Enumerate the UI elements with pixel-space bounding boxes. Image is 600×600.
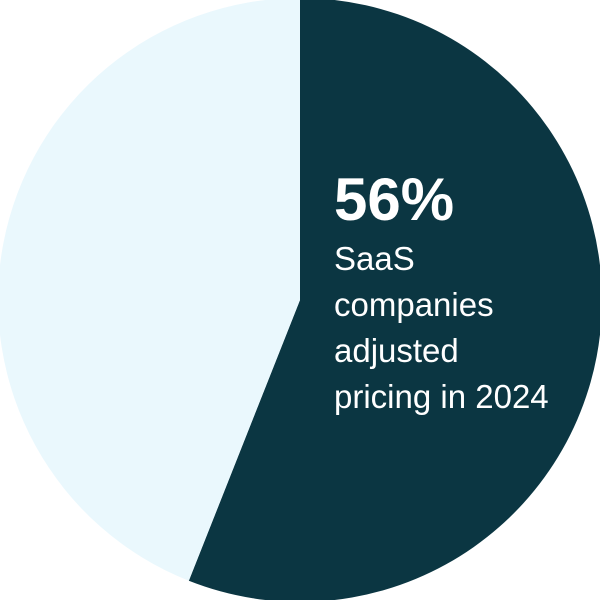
- pie-slice: [188, 0, 600, 600]
- label-line: pricing in 2024: [334, 378, 549, 415]
- pie-slice: [0, 0, 300, 581]
- label-line: adjusted: [334, 332, 459, 369]
- slice-label: SaaS companies adjusted pricing in 2024: [334, 240, 549, 415]
- label-line: SaaS: [334, 240, 415, 277]
- value-label: 56%: [334, 166, 454, 233]
- label-line: companies: [334, 286, 494, 323]
